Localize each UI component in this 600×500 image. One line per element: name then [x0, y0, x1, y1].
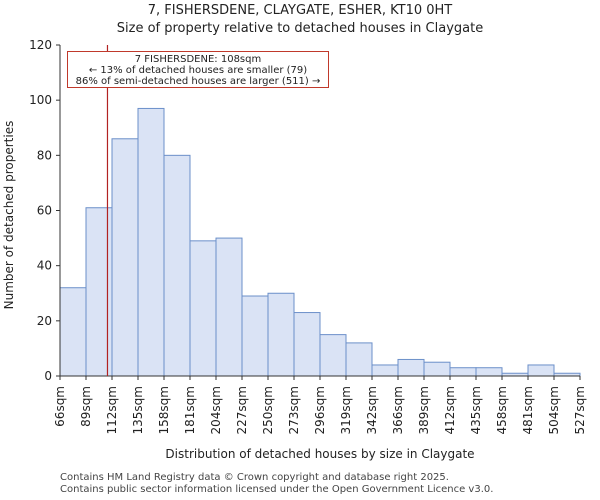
histogram-bar — [397, 358, 425, 377]
annotation-box: 7 FISHERSDENE: 108sqm ← 13% of detached … — [67, 51, 329, 88]
y-tick-label: 0 — [44, 369, 52, 383]
y-tick-label: 40 — [37, 259, 52, 273]
x-tick-label: 181sqm — [183, 386, 197, 434]
histogram-bar — [423, 361, 451, 377]
histogram-bar — [59, 287, 87, 377]
x-tick-label: 158sqm — [157, 386, 171, 434]
y-tick-label: 60 — [37, 204, 52, 218]
annotation-line-1: 7 FISHERSDENE: 108sqm — [134, 54, 262, 65]
x-tick-label: 273sqm — [287, 386, 301, 434]
histogram-bar — [319, 334, 347, 377]
histogram-bar — [371, 364, 399, 377]
x-tick-label: 389sqm — [417, 386, 431, 434]
x-tick-label: 366sqm — [391, 386, 405, 434]
x-axis-label: Distribution of detached houses by size … — [165, 447, 474, 461]
histogram-bar — [163, 154, 191, 377]
histogram-bar — [527, 364, 555, 377]
y-tick-label: 100 — [29, 93, 52, 107]
x-tick-label: 296sqm — [313, 386, 327, 434]
histogram-bar — [449, 367, 477, 377]
histogram-bar — [241, 295, 269, 377]
x-tick-label: 481sqm — [521, 386, 535, 434]
histogram-bar — [137, 107, 165, 377]
histogram-bar — [293, 312, 321, 377]
chart-subtitle: Size of property relative to detached ho… — [116, 21, 484, 36]
histogram-bar — [85, 207, 113, 377]
x-tick-label: 204sqm — [209, 386, 223, 434]
x-tick-label: 112sqm — [105, 386, 119, 434]
x-tick-label: 342sqm — [365, 386, 379, 434]
x-tick-label: 227sqm — [235, 386, 249, 434]
x-tick-label: 504sqm — [547, 386, 561, 434]
histogram-bar — [189, 240, 217, 377]
x-tick-label: 412sqm — [443, 386, 457, 434]
chart-title: 7, FISHERSDENE, CLAYGATE, ESHER, KT10 0H… — [147, 3, 453, 18]
y-tick-label: 120 — [29, 38, 52, 52]
x-tick-label: 135sqm — [131, 386, 145, 434]
annotation-line-2: ← 13% of detached houses are smaller (79… — [88, 65, 308, 76]
x-tick-label: 66sqm — [53, 386, 67, 427]
x-tick-label: 527sqm — [573, 386, 587, 434]
histogram-bar — [215, 237, 243, 377]
x-tick-label: 458sqm — [495, 386, 509, 434]
y-tick-label: 80 — [37, 148, 52, 162]
histogram-bar — [267, 292, 295, 377]
y-tick-label: 20 — [37, 314, 52, 328]
x-tick-label: 319sqm — [339, 386, 353, 434]
histogram-bar — [111, 138, 139, 377]
histogram-bar — [345, 342, 373, 377]
footer-line-2: Contains public sector information licen… — [60, 484, 494, 495]
footer-line-1: Contains HM Land Registry data © Crown c… — [60, 472, 449, 483]
y-axis-label: Number of detached properties — [2, 121, 16, 310]
histogram-bar — [475, 367, 503, 377]
annotation-line-3: 86% of semi-detached houses are larger (… — [75, 76, 321, 87]
x-tick-label: 89sqm — [79, 386, 93, 427]
x-tick-label: 250sqm — [261, 386, 275, 434]
x-tick-label: 435sqm — [469, 386, 483, 434]
